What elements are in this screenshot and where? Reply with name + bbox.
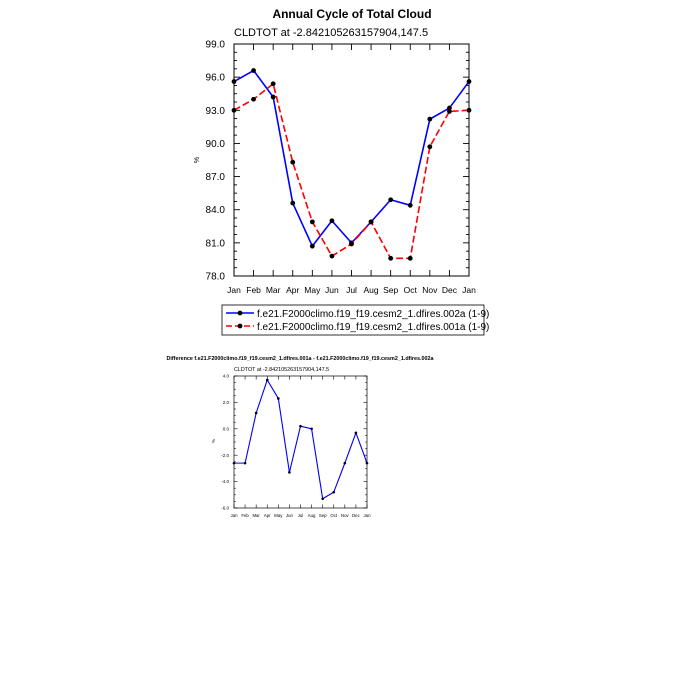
series-1-point	[447, 108, 452, 114]
chart-title: Annual Cycle of Total Cloud	[272, 7, 431, 21]
series-0-point	[321, 497, 324, 501]
y-tick-label: 87.0	[206, 172, 226, 183]
series-1-point	[329, 253, 335, 259]
y-axis-label: %	[194, 157, 201, 163]
x-tick-label: Jan	[231, 513, 239, 518]
y-tick-label: 93.0	[206, 106, 226, 117]
series-1-point	[251, 96, 256, 102]
x-tick-label: Feb	[246, 285, 261, 295]
series-0-point	[310, 427, 313, 431]
series-1-point	[427, 144, 433, 150]
series-0-point	[288, 471, 291, 474]
legend-label-b: f.e21.F2000climo.f19_f19.cesm2_1.dfires.…	[257, 322, 489, 333]
chart-subtitle: CLDTOT at -2.842105263157904,147.5	[234, 27, 428, 39]
y-tick-label: 2.0	[223, 400, 230, 405]
series-0-point	[232, 461, 236, 465]
series-1-point	[388, 255, 394, 261]
series-0-point	[243, 461, 247, 465]
x-tick-label: Jan	[462, 285, 476, 295]
x-tick-label: Jun	[286, 513, 294, 518]
y-tick-label: -4.0	[221, 479, 229, 484]
legend-label-a: f.e21.F2000climo.f19_f19.cesm2_1.dfires.…	[257, 309, 489, 320]
chart-title-difference: Difference f.e21.F2000climo.f19_f19.cesm…	[167, 356, 435, 362]
series-0-point	[299, 424, 302, 428]
series-1-point	[309, 219, 315, 225]
series-1-point	[466, 107, 472, 113]
chart-annual-cycle: Annual Cycle of Total Cloud CLDTOT at -2…	[194, 7, 489, 336]
series-0-point	[332, 490, 336, 494]
series-0-point	[407, 202, 413, 208]
series-0-point	[270, 94, 276, 100]
series-0-point	[231, 79, 237, 84]
series-0-point	[388, 197, 394, 203]
legend: f.e21.F2000climo.f19_f19.cesm2_1.dfires.…	[221, 304, 489, 336]
legend-box	[221, 304, 485, 336]
x-tick-label: Nov	[341, 513, 349, 518]
x-tick-label: Apr	[286, 285, 299, 295]
y-axis-label-difference: %	[211, 439, 216, 443]
series-line-1	[233, 82, 470, 260]
y-tick-label: -2.0	[221, 453, 229, 458]
series-0-point	[466, 79, 472, 84]
plot-frame	[233, 375, 368, 509]
series-0-point	[265, 378, 269, 382]
x-tick-label: May	[304, 285, 321, 295]
series-line-0	[233, 69, 470, 247]
series-1-point	[270, 81, 276, 87]
y-tick-label: -6.0	[221, 506, 229, 511]
y-tick-label: 4.0	[223, 374, 230, 379]
x-tick-label: Sep	[319, 513, 327, 518]
series-1-point	[349, 241, 354, 247]
series-1-point	[368, 219, 374, 225]
series-0-point	[354, 431, 358, 435]
series-1-point	[290, 159, 296, 165]
x-tick-label: Feb	[241, 513, 249, 518]
series-0-point	[427, 116, 433, 122]
x-tick-label: Mar	[252, 513, 260, 518]
series-0-point	[447, 105, 452, 111]
x-tick-label: Oct	[330, 513, 337, 518]
plot-area: 78.0 81.0 84.0 87.0 90.0 93.0 96.0 99.0 Jan Feb Ma…	[206, 40, 477, 296]
series-0-point	[290, 200, 296, 206]
series-1-point	[231, 107, 237, 113]
series-0-point	[254, 411, 258, 415]
legend-marker-a	[237, 310, 243, 316]
x-tick-label: Aug	[364, 285, 379, 295]
series-0-point	[365, 461, 369, 465]
x-tick-label: Jul	[298, 513, 304, 518]
y-tick-label: 84.0	[206, 205, 226, 216]
y-tick-label: 81.0	[206, 238, 226, 249]
series-0-point	[309, 243, 315, 249]
x-tick-label: Aug	[308, 513, 316, 518]
series-0-point	[277, 397, 280, 400]
x-tick-label: Sep	[383, 285, 398, 295]
y-tick-label: 99.0	[206, 40, 226, 51]
x-tick-label: Dec	[442, 285, 458, 295]
x-tick-label: Mar	[266, 285, 281, 295]
series-1-point	[407, 255, 413, 261]
x-tick-label: Oct	[404, 285, 418, 295]
chart-difference: Difference f.e21.F2000climo.f19_f19.cesm…	[167, 356, 435, 518]
x-tick-label: Jan	[227, 285, 241, 295]
x-tick-label: May	[274, 513, 283, 518]
x-tick-label: Apr	[264, 513, 271, 518]
x-tick-label: Jan	[364, 513, 372, 518]
y-tick-label: 78.0	[206, 272, 226, 283]
series-0-point	[251, 68, 256, 73]
x-tick-label: Dec	[352, 513, 360, 518]
series-line-0	[234, 379, 368, 500]
y-tick-label: 0.0	[223, 426, 230, 431]
x-tick-label: Nov	[422, 285, 438, 295]
series-0-point	[329, 218, 335, 224]
chart-subtitle-difference: CLDTOT at -2.842105263157904,147.5	[234, 367, 329, 373]
x-tick-label: Jul	[346, 285, 357, 295]
y-tick-label: 96.0	[206, 73, 226, 84]
legend-marker-b	[237, 323, 243, 329]
x-tick-label: Jun	[325, 285, 339, 295]
y-tick-label: 90.0	[206, 139, 226, 150]
series-0-point	[343, 461, 347, 465]
